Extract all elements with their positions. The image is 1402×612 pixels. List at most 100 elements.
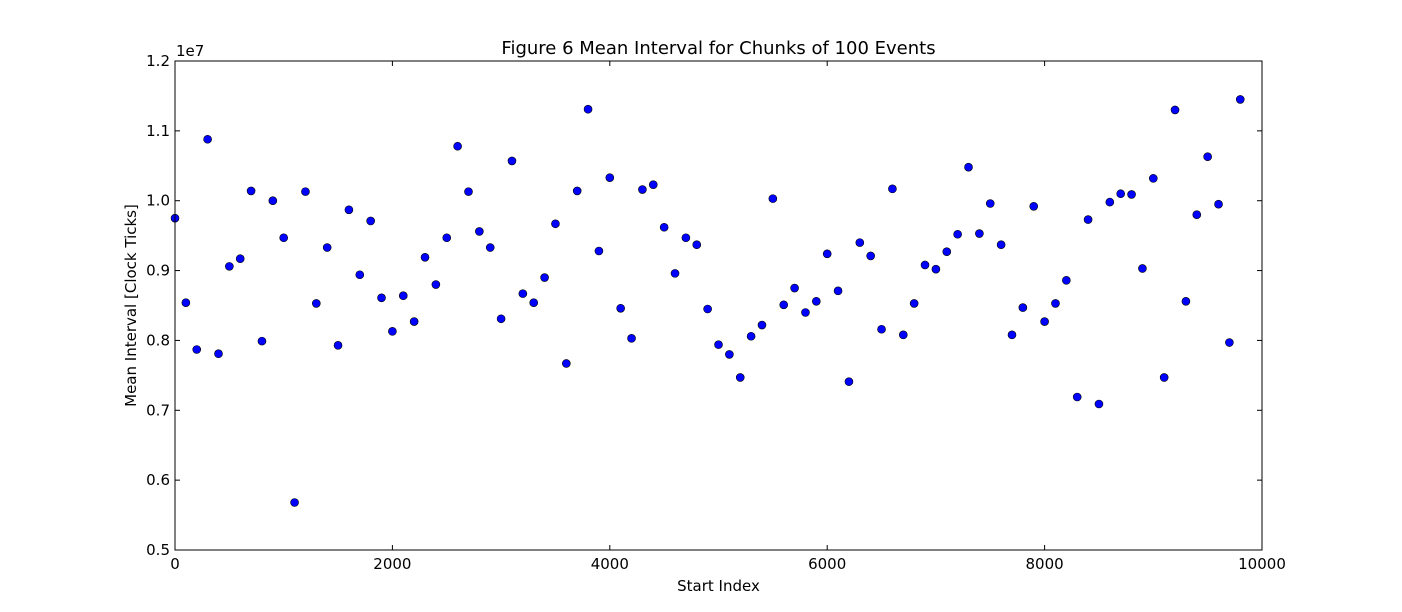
data-point (1203, 152, 1212, 161)
data-point (344, 205, 354, 215)
data-point (627, 334, 636, 343)
data-point (1181, 297, 1191, 306)
data-point (420, 252, 430, 262)
data-point (442, 233, 452, 243)
y-tick-label: 1.0 (146, 192, 170, 210)
x-tick-label: 6000 (808, 555, 846, 573)
data-point (1083, 215, 1093, 224)
data-point (181, 298, 191, 308)
data-point (931, 264, 941, 274)
data-point (1018, 303, 1028, 312)
data-point (529, 298, 539, 308)
data-point (322, 243, 332, 252)
data-point (670, 269, 680, 278)
x-tick-label: 2000 (373, 555, 411, 573)
data-point (257, 336, 267, 346)
data-point (942, 247, 952, 257)
data-point (333, 341, 343, 350)
data-point (790, 283, 799, 293)
chart-title: Figure 6 Mean Interval for Chunks of 100… (501, 38, 935, 59)
data-points (170, 95, 1245, 507)
data-point (1138, 264, 1147, 273)
data-point (1149, 174, 1158, 183)
x-tick-label: 10000 (1238, 555, 1286, 573)
y-axis-label: Mean Interval [Clock Ticks] (122, 204, 140, 407)
x-axis-label: Start Index (677, 577, 760, 595)
data-point (507, 156, 517, 166)
data-point (225, 262, 234, 271)
data-point (355, 270, 365, 280)
data-point (898, 330, 908, 340)
data-point (1214, 199, 1223, 209)
data-point (648, 180, 658, 189)
data-point (746, 331, 756, 341)
data-point (822, 249, 832, 259)
x-tick-label: 8000 (1026, 555, 1064, 573)
data-point (572, 186, 582, 196)
data-point (464, 187, 473, 196)
data-point (844, 377, 854, 386)
data-point (855, 238, 865, 247)
x-axis: 0 2000 4000 6000 8000 10000 (170, 61, 1286, 573)
data-point (583, 104, 593, 114)
data-point (1040, 317, 1049, 326)
data-point (1116, 189, 1125, 199)
data-point (312, 299, 321, 308)
data-point (812, 297, 821, 306)
data-point (1105, 197, 1115, 207)
y-axis: 0.5 0.6 0.7 0.8 0.9 1.0 1.1 1.2 (146, 52, 1262, 559)
data-point (301, 187, 310, 196)
data-point (409, 317, 419, 326)
data-point (953, 229, 962, 239)
data-point (638, 185, 647, 194)
y-offset-label: 1e7 (176, 42, 204, 60)
data-point (485, 243, 495, 252)
data-point (1007, 330, 1017, 340)
data-point (366, 216, 375, 226)
data-point (964, 162, 973, 172)
y-tick-label: 0.7 (146, 401, 170, 419)
data-point (616, 303, 625, 313)
x-tick-label: 4000 (591, 555, 629, 573)
y-tick-label: 0.9 (146, 262, 170, 280)
data-point (1094, 399, 1104, 409)
data-point (909, 299, 919, 308)
data-point (779, 300, 789, 310)
data-point (605, 173, 615, 182)
data-point (268, 196, 278, 206)
y-tick-label: 0.6 (146, 471, 170, 489)
data-point (1029, 202, 1039, 211)
data-point (475, 227, 484, 236)
data-point (388, 327, 397, 336)
data-point (203, 134, 212, 144)
data-point (398, 291, 408, 301)
y-tick-label: 0.5 (146, 541, 170, 559)
data-point (431, 280, 441, 289)
data-point (1159, 373, 1169, 382)
data-point (866, 251, 875, 261)
data-point (453, 141, 462, 151)
plot-frame (174, 60, 1263, 551)
data-point (768, 194, 778, 203)
data-point (877, 324, 886, 334)
data-point (801, 308, 810, 317)
y-tick-label: 0.8 (146, 331, 170, 349)
data-point (735, 373, 745, 382)
data-point (214, 349, 223, 359)
data-point (562, 359, 571, 368)
data-point (192, 345, 202, 354)
data-point (975, 229, 984, 238)
data-point (1235, 95, 1245, 104)
data-point (1192, 210, 1202, 219)
data-point (714, 340, 723, 349)
y-tick-label: 1.1 (146, 122, 170, 140)
data-point (279, 233, 289, 243)
data-point (235, 254, 245, 264)
data-point (692, 240, 702, 250)
data-point (888, 184, 897, 194)
data-point (246, 186, 256, 196)
data-point (551, 219, 560, 229)
data-point (996, 240, 1006, 250)
data-point (1072, 392, 1082, 402)
data-point (920, 260, 930, 270)
